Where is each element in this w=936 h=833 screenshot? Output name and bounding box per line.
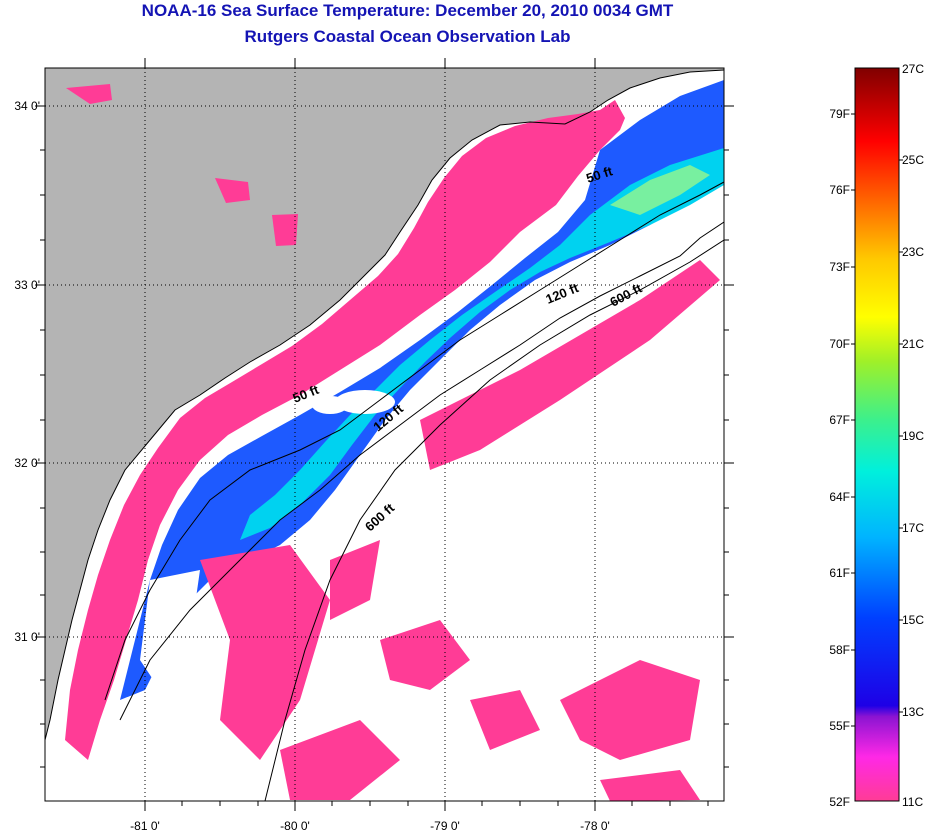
lon-label-80: -80 0' (280, 819, 310, 833)
land-mass (45, 68, 724, 740)
colorbar-f-76: 76F (829, 183, 850, 197)
colorbar-f-58: 58F (829, 643, 850, 657)
map-frame (44, 67, 725, 802)
lat-label-32: 32 0' (14, 456, 40, 470)
lat-label-34: 34 0' (14, 99, 40, 113)
colorbar (855, 68, 899, 801)
warm-patch (610, 165, 710, 215)
colorbar-c-19: 19C (902, 429, 925, 443)
map-imagery (45, 68, 724, 801)
colorbar-f-79: 79F (829, 107, 850, 121)
colorbar-f-52: 52F (829, 795, 850, 809)
lat-label-33: 33 0' (14, 278, 40, 292)
colorbar-f-55: 55F (829, 719, 850, 733)
colorbar-f-73: 73F (829, 260, 850, 274)
map-title: NOAA-16 Sea Surface Temperature: Decembe… (141, 1, 674, 20)
colorbar-c-11: 11C (902, 795, 924, 809)
map-subtitle: Rutgers Coastal Ocean Observation Lab (244, 27, 571, 46)
bathymetry-contours (104, 181, 724, 801)
colorbar-f-64: 64F (829, 490, 850, 504)
colorbar-f-61: 61F (829, 566, 850, 580)
cloud-gaps (140, 293, 597, 690)
colorbar-c-13: 13C (902, 705, 925, 719)
colorbar-c-15: 15C (902, 613, 925, 627)
lon-label-81: -81 0' (130, 819, 160, 833)
colorbar-c-21: 21C (902, 337, 925, 351)
colorbar-ticks (851, 113, 903, 727)
colorbar-frame (854, 67, 900, 802)
colorbar-f-70: 70F (829, 337, 850, 351)
colorbar-c-25: 25C (902, 153, 925, 167)
lon-label-78: -78 0' (580, 819, 610, 833)
lon-label-79: -79 0' (430, 819, 460, 833)
colorbar-f-67: 67F (829, 413, 850, 427)
map-ticks (35, 58, 734, 811)
colorbar-c-27: 27C (902, 62, 925, 76)
coastal-band (65, 100, 625, 760)
lat-label-31: 31 0' (14, 630, 40, 644)
coastline (45, 69, 724, 741)
colorbar-c-23: 23C (902, 245, 925, 259)
colorbar-c-17: 17C (902, 521, 925, 535)
